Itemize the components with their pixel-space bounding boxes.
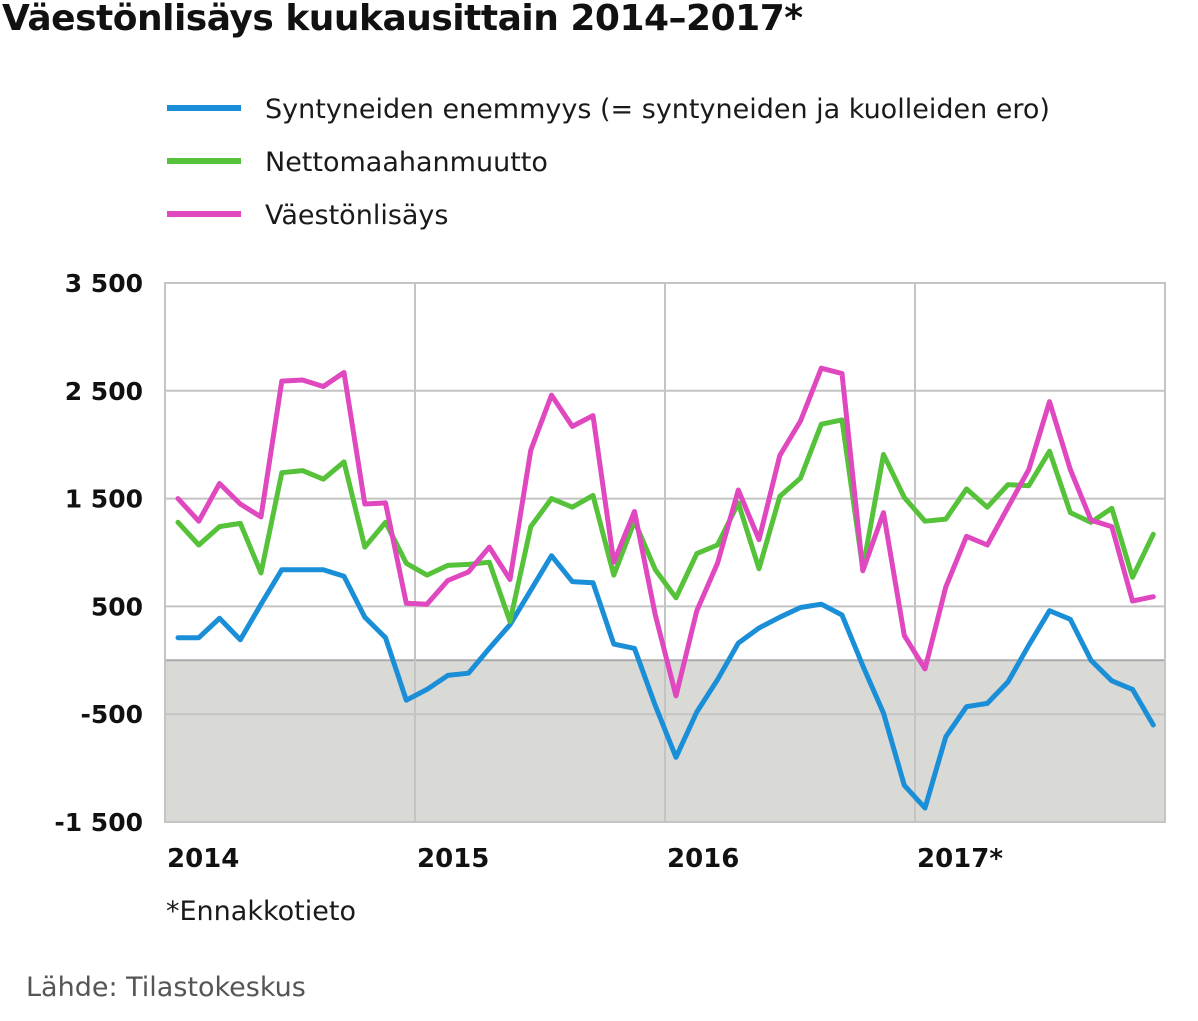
- legend-label: Nettomaahanmuutto: [265, 147, 548, 178]
- legend-label: Väestönlisäys: [265, 200, 448, 231]
- x-tick-label: 2016: [667, 844, 739, 874]
- y-tick-label: -1 500: [54, 808, 143, 837]
- footnote: *Ennakkotieto: [166, 896, 356, 927]
- y-tick-label: 500: [91, 592, 143, 621]
- series-line-1: [175, 417, 1156, 624]
- x-tick-label: 2015: [417, 844, 489, 874]
- chart-title: Väestönlisäys kuukausittain 2014–2017*: [2, 0, 803, 39]
- source-credit: Lähde: Tilastokeskus: [26, 972, 306, 1003]
- y-tick-label: 1 500: [65, 485, 143, 514]
- y-tick-label: 2 500: [65, 377, 143, 406]
- x-tick-label: 2017*: [917, 844, 1003, 874]
- plot-frame: [164, 282, 1166, 823]
- legend-label: Syntyneiden enemmyys (= syntyneiden ja k…: [265, 94, 1050, 125]
- series-line-0: [175, 553, 1156, 811]
- y-tick-label: 3 500: [65, 269, 143, 298]
- x-tick-label: 2014: [167, 844, 239, 874]
- y-tick-label: -500: [80, 700, 143, 729]
- series-line-2: [175, 365, 1156, 699]
